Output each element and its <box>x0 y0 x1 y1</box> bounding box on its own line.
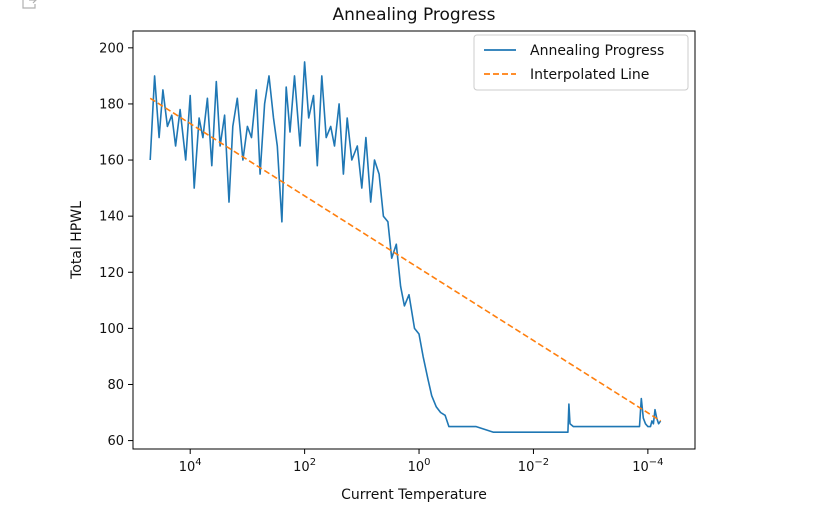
y-axis: 60 80 100 120 140 160 180 200 <box>99 41 133 449</box>
x-tick-label: 10−4 <box>632 457 663 475</box>
legend-label-interpolated-line: Interpolated Line <box>530 67 649 83</box>
y-tick-label: 140 <box>99 210 124 225</box>
y-tick-label: 200 <box>99 41 124 56</box>
x-tick-label: 10−2 <box>518 457 549 475</box>
y-tick-label: 100 <box>99 322 124 337</box>
legend-box <box>473 34 689 91</box>
open-in-new-icon[interactable] <box>20 0 40 12</box>
legend: Annealing Progress Interpolated Line <box>473 34 689 91</box>
chart-title: Annealing Progress <box>332 5 495 25</box>
plot-frame <box>132 30 696 450</box>
y-tick-label: 160 <box>99 154 124 169</box>
x-tick-label: 102 <box>293 457 316 475</box>
x-axis-label: Current Temperature <box>341 487 487 503</box>
legend-label-annealing-progress: Annealing Progress <box>530 43 664 59</box>
y-tick-label: 60 <box>107 434 124 449</box>
series-line-annealing-progress <box>149 61 662 433</box>
x-axis: 104 102 100 10−2 10−4 <box>179 449 664 475</box>
x-tick-label: 100 <box>408 457 431 475</box>
x-tick-label: 104 <box>179 457 202 475</box>
y-axis-label: Total HPWL <box>69 201 85 280</box>
series-line-interpolated <box>149 97 662 422</box>
y-tick-label: 120 <box>99 266 124 281</box>
y-tick-label: 80 <box>107 378 124 393</box>
y-tick-label: 180 <box>99 97 124 112</box>
